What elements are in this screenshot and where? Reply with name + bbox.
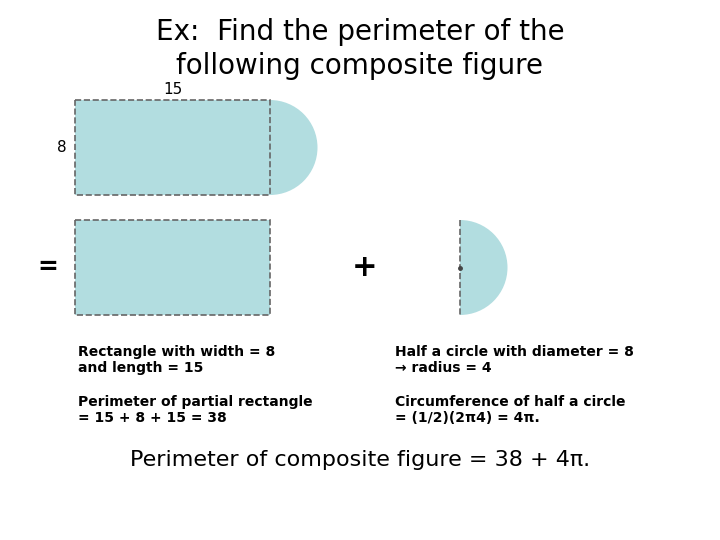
Text: =: = [37, 255, 58, 280]
Text: 8: 8 [58, 140, 67, 155]
Wedge shape [460, 220, 508, 315]
Text: = 15 + 8 + 15 = 38: = 15 + 8 + 15 = 38 [78, 411, 227, 425]
Bar [75, 220, 270, 315]
Bar [75, 220, 270, 315]
Bar [75, 100, 270, 195]
Text: Half a circle with diameter = 8: Half a circle with diameter = 8 [395, 345, 634, 359]
Text: following composite figure: following composite figure [176, 52, 544, 80]
Text: Perimeter of composite figure = 38 + 4π.: Perimeter of composite figure = 38 + 4π. [130, 450, 590, 470]
Text: +: + [352, 253, 378, 282]
Bar [75, 100, 270, 195]
Text: Ex:  Find the perimeter of the: Ex: Find the perimeter of the [156, 18, 564, 46]
Text: → radius = 4: → radius = 4 [395, 361, 492, 375]
Text: 15: 15 [163, 82, 182, 97]
Text: Circumference of half a circle: Circumference of half a circle [395, 395, 626, 409]
Text: and length = 15: and length = 15 [78, 361, 203, 375]
Text: Rectangle with width = 8: Rectangle with width = 8 [78, 345, 275, 359]
Wedge shape [270, 100, 318, 195]
Text: = (1/2)(2π4) = 4π.: = (1/2)(2π4) = 4π. [395, 411, 540, 425]
Text: Perimeter of partial rectangle: Perimeter of partial rectangle [78, 395, 312, 409]
